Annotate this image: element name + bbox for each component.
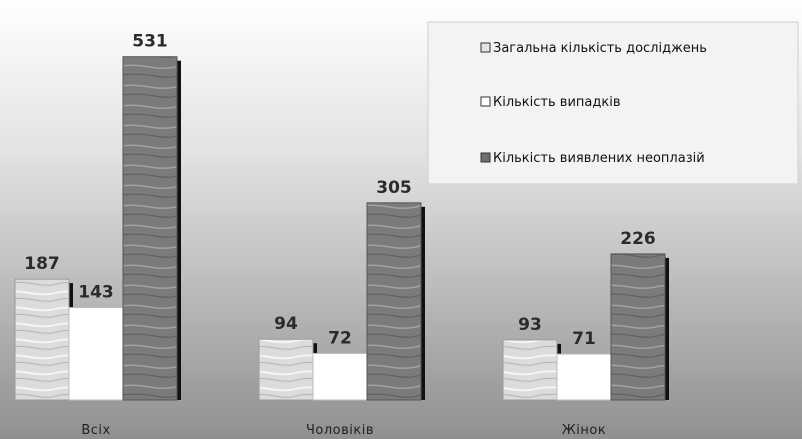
- data-label: 93: [518, 315, 542, 335]
- bar-s2-3: [556, 353, 612, 401]
- data-label: 71: [572, 329, 596, 349]
- legend-swatch: [480, 96, 491, 107]
- bar-s2-2: [312, 352, 368, 401]
- bar-s1-3: [502, 339, 558, 401]
- bar-shadow: [176, 60, 181, 401]
- bar-shadow: [420, 206, 425, 400]
- legend-label: Загальна кількість досліджень: [493, 41, 707, 56]
- legend-label: Кількість виявлених неоплазій: [493, 151, 705, 166]
- bar-s1-2: [258, 338, 314, 401]
- legend: Загальна кількість досліджень Кількість в…: [427, 21, 799, 185]
- category-label: Чоловіків: [306, 423, 374, 438]
- category-label: Жінок: [562, 423, 606, 438]
- data-label: 305: [376, 178, 412, 198]
- legend-label: Кількість випадків: [493, 95, 620, 110]
- bar-s3-1: [122, 56, 178, 401]
- data-label: 72: [328, 328, 352, 348]
- data-label: 187: [24, 254, 60, 274]
- data-label: 94: [274, 314, 298, 334]
- bar-s2-1: [68, 307, 124, 401]
- data-label: 226: [620, 229, 656, 249]
- bar-s3-3: [610, 253, 666, 401]
- bar-s3-2: [366, 202, 422, 401]
- bar-s1-1: [14, 278, 70, 401]
- legend-swatch: [480, 152, 491, 163]
- bar-shadow: [664, 257, 669, 400]
- category-label: Всіх: [81, 423, 110, 438]
- legend-swatch: [480, 42, 491, 53]
- data-label: 143: [78, 283, 114, 303]
- data-label: 531: [132, 32, 168, 52]
